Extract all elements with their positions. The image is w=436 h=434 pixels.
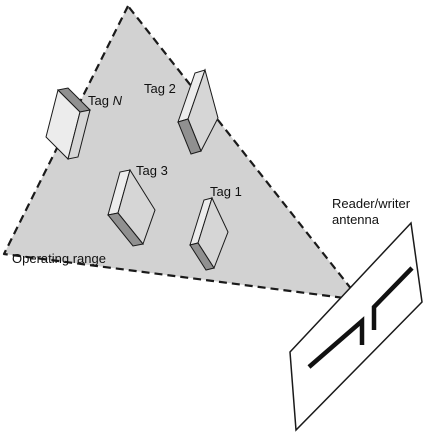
reader-antenna-label-line1: Reader/writer	[332, 196, 411, 211]
tag-1-label: Tag 1	[210, 184, 242, 199]
reader-antenna-label-line2: antenna	[332, 212, 380, 227]
reader-antenna-panel	[289, 221, 423, 432]
tag-2-box	[177, 68, 219, 155]
tag-2-label: Tag 2	[144, 81, 176, 96]
tag-n-label: Tag N	[88, 93, 123, 108]
operating-range-area	[2, 4, 362, 302]
tag-3-label: Tag 3	[136, 163, 168, 178]
tag-3-box	[107, 168, 156, 247]
operating-range-label: Operating range	[12, 251, 106, 266]
antenna-element-right	[371, 266, 414, 330]
antenna-element-left	[307, 316, 365, 369]
tag-n-box	[45, 87, 92, 160]
tag-1-box	[189, 196, 229, 271]
